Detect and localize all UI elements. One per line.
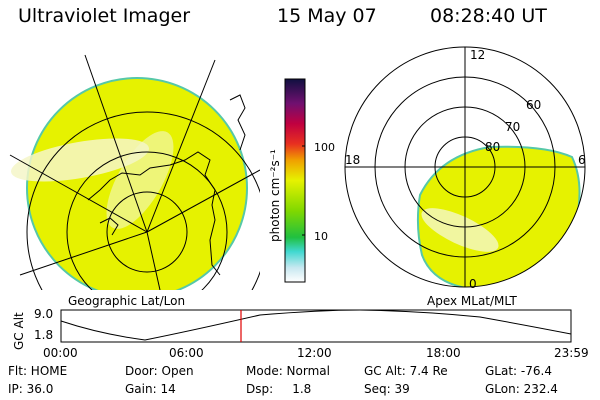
status-gc-alt: GC Alt: 7.4 Re (364, 364, 448, 378)
altitude-axis-label: GC Alt (12, 312, 26, 350)
altitude-ymin: 1.8 (34, 328, 54, 342)
longitude-line (19, 231, 148, 276)
colorbar-tick-100: 100 (314, 141, 335, 154)
mlat-label-80: 80 (485, 140, 500, 154)
mlt-label-0: 0 (469, 277, 477, 291)
mlat-label-70: 70 (505, 120, 520, 134)
status-glon: GLon: 232.4 (485, 382, 558, 396)
longitude-line (146, 59, 216, 233)
status-gain: Gain: 14 (125, 382, 176, 396)
altitude-timeline (60, 309, 572, 343)
status-glat: GLat: -76.4 (485, 364, 552, 378)
time-tick-0000: 00:00 (43, 346, 78, 360)
coastline (87, 151, 221, 276)
status-dsp: Dsp: 1.8 (246, 382, 312, 396)
instrument-title: Ultraviolet Imager (18, 5, 191, 27)
status-door: Door: Open (125, 364, 194, 378)
altitude-ymax: 9.0 (34, 307, 54, 321)
left-map-caption: Geographic Lat/Lon (68, 294, 186, 308)
longitude-line (84, 54, 148, 233)
status-flight: Flt: HOME (8, 364, 68, 378)
time-tick-0600: 06:00 (169, 346, 204, 360)
time-tick-1800: 18:00 (426, 346, 461, 360)
geographic-map (9, 54, 260, 290)
colorbar-label: photon cm⁻²s⁻¹ (268, 149, 282, 242)
status-ip: IP: 36.0 (8, 382, 54, 396)
observation-time: 08:28:40 UT (430, 5, 547, 27)
status-seq: Seq: 39 (364, 382, 410, 396)
mlt-label-18: 18 (345, 153, 360, 167)
colorbar (284, 78, 306, 283)
right-map-caption: Apex MLat/MLT (427, 294, 517, 308)
latitude-circle (66, 151, 228, 290)
altitude-curve (60, 309, 572, 341)
status-mode: Mode: Normal (246, 364, 330, 378)
colorbar-tick-10: 10 (314, 230, 328, 243)
latitude-circle (26, 111, 260, 290)
longitude-line (9, 154, 148, 233)
longitude-line (146, 231, 161, 290)
latitude-circle (106, 191, 188, 273)
auroral-oval-left (10, 138, 150, 182)
mlt-label-12: 12 (470, 48, 485, 62)
observation-date: 15 May 07 (277, 5, 377, 27)
mlat-label-60: 60 (526, 98, 541, 112)
mlt-label-6: 6 (578, 153, 586, 167)
longitude-line (146, 169, 260, 233)
time-tick-2359: 23:59 (554, 346, 589, 360)
apex-polar-plot: 12 18 6 0 80 70 60 (344, 46, 586, 291)
time-tick-1200: 12:00 (297, 346, 332, 360)
